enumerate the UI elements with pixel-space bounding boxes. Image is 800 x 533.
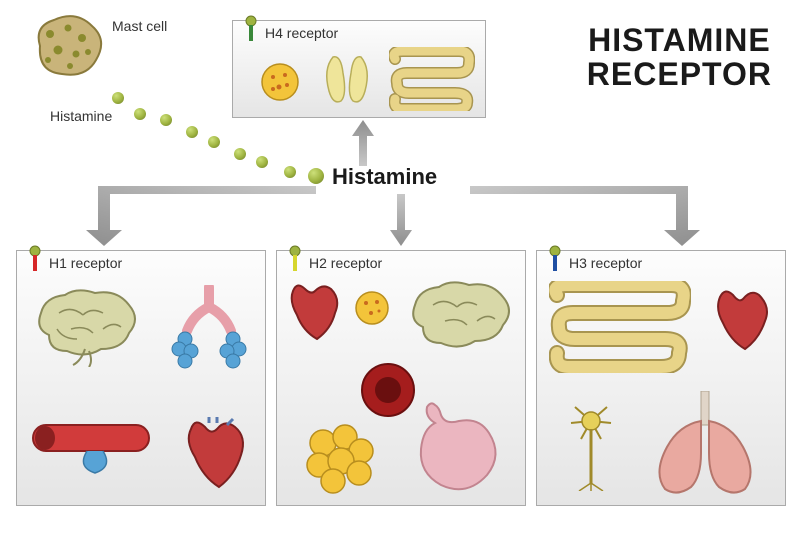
h2-panel: H2 receptor <box>276 250 526 506</box>
h2-receptor-pin-icon <box>285 245 305 273</box>
page-title: HISTAMINE RECEPTOR <box>587 24 772 91</box>
arrow-down-left-icon <box>86 186 316 246</box>
brain-icon <box>405 277 517 359</box>
heart-icon <box>183 417 249 493</box>
arrow-up-icon <box>352 120 374 166</box>
h1-label: H1 receptor <box>49 255 122 271</box>
h3-label: H3 receptor <box>569 255 642 271</box>
blood-vessel-icon <box>31 411 151 481</box>
brain-icon <box>31 285 143 367</box>
heart-icon <box>287 281 341 343</box>
arrow-down-icon <box>390 194 412 246</box>
title-line1: HISTAMINE <box>587 24 772 58</box>
center-histamine-icon <box>308 168 324 184</box>
h1-panel: H1 receptor <box>16 250 266 506</box>
neuron-icon <box>561 401 621 491</box>
histamine-granule-icon <box>256 156 268 168</box>
mast-cell-label: Mast cell <box>112 18 167 34</box>
stomach-icon <box>405 399 505 499</box>
thymus-icon <box>319 51 375 109</box>
heart-icon <box>713 287 771 353</box>
histamine-granule-icon <box>160 114 172 126</box>
center-label: Histamine <box>332 164 437 190</box>
histamine-granule-icon <box>112 92 124 104</box>
h3-receptor-pin-icon <box>545 245 565 273</box>
arrow-down-right-icon <box>470 186 700 246</box>
histamine-small-label: Histamine <box>50 108 112 124</box>
h4-receptor-pin-icon <box>241 15 261 43</box>
bone-marrow-cell-icon <box>259 61 301 103</box>
title-line2: RECEPTOR <box>587 58 772 92</box>
bronchioles-icon <box>169 285 253 375</box>
h4-panel: H4 receptor <box>232 20 486 118</box>
intestine-icon <box>549 281 691 373</box>
histamine-granule-icon <box>284 166 296 178</box>
h4-label: H4 receptor <box>265 25 338 41</box>
histamine-granule-icon <box>134 108 146 120</box>
histamine-granule-icon <box>208 136 220 148</box>
intestine-icon <box>389 47 475 111</box>
fat-cells-icon <box>303 423 381 495</box>
lungs-icon <box>637 391 773 497</box>
h2-label: H2 receptor <box>309 255 382 271</box>
histamine-granule-icon <box>186 126 198 138</box>
histamine-granule-icon <box>234 148 246 160</box>
h1-receptor-pin-icon <box>25 245 45 273</box>
bone-marrow-cell-icon <box>353 289 391 327</box>
mast-cell-icon <box>28 12 108 82</box>
h3-panel: H3 receptor <box>536 250 786 506</box>
